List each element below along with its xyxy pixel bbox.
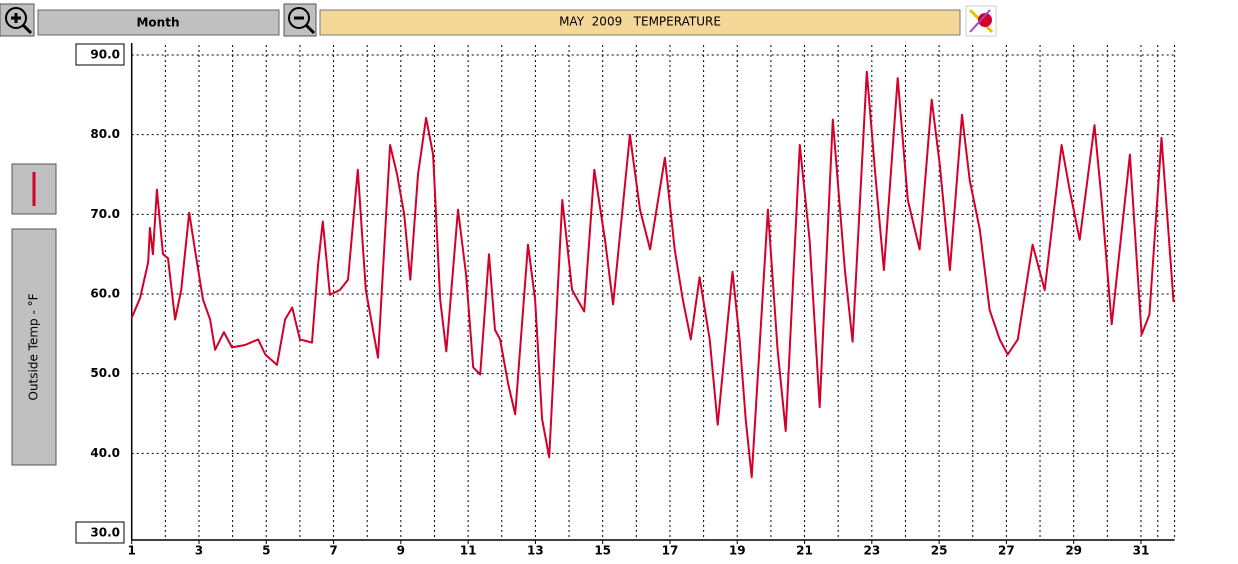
y-tick-box	[75, 43, 125, 66]
y-tick-label: 40.0	[90, 446, 120, 460]
x-tick-label: 9	[397, 544, 405, 558]
x-tick-label: 17	[662, 544, 679, 558]
x-tick-label: 31	[1133, 544, 1150, 558]
legend-button[interactable]	[11, 163, 57, 215]
x-tick-label: 21	[796, 544, 813, 558]
y-tick-label: 90.0	[90, 48, 120, 62]
x-tick-label: 15	[594, 544, 611, 558]
chart-title: MAY 2009 TEMPERATURE	[559, 15, 721, 29]
x-tick-label: 5	[262, 544, 270, 558]
x-tick-label: 1	[128, 544, 136, 558]
x-tick-label: 3	[195, 544, 203, 558]
y-tick-box	[75, 521, 125, 544]
x-tick-label: 29	[1065, 544, 1082, 558]
x-tick-label: 19	[729, 544, 746, 558]
y-tick-label: 50.0	[90, 366, 120, 380]
y-tick-label: 30.0	[90, 526, 120, 540]
period-label: Month	[136, 16, 179, 30]
period-button[interactable]	[37, 9, 280, 36]
y-axis-label: Outside Temp - °F	[27, 293, 41, 400]
x-tick-label: 7	[329, 544, 337, 558]
zoom-in-button[interactable]	[0, 3, 35, 37]
settings-icon[interactable]	[965, 5, 997, 37]
title-box	[319, 9, 961, 36]
x-tick-label: 25	[931, 544, 948, 558]
y-tick-label: 70.0	[90, 207, 120, 221]
x-tick-label: 27	[998, 544, 1015, 558]
temperature-line	[130, 70, 1175, 479]
y-tick-label: 80.0	[90, 127, 120, 141]
x-tick-label: 23	[863, 544, 880, 558]
x-tick-label: 11	[460, 544, 477, 558]
zoom-out-button[interactable]	[283, 3, 317, 37]
y-tick-label: 60.0	[90, 287, 120, 301]
x-tick-label: 13	[527, 544, 544, 558]
y-label-button[interactable]	[11, 228, 57, 466]
